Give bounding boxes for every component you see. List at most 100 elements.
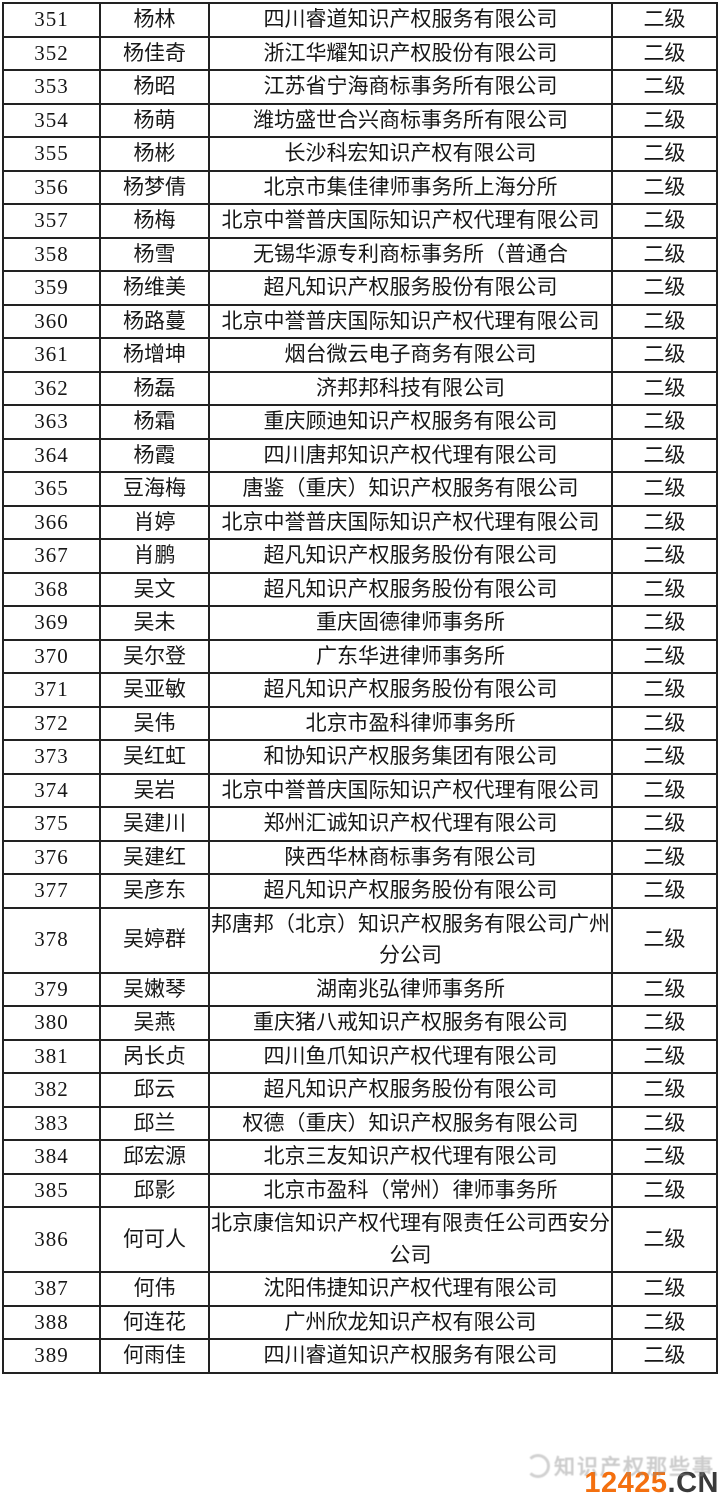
- cell-company: 陕西华林商标事务有限公司: [208, 839, 613, 875]
- cell-name: 吴文: [99, 571, 210, 607]
- watermark-brand: 12425.CN: [526, 1467, 719, 1500]
- cell-level: 二级: [611, 370, 718, 406]
- cell-name: 杨维美: [99, 270, 210, 306]
- cell-level: 二级: [611, 571, 718, 607]
- cell-no: 377: [2, 873, 101, 909]
- cell-no: 387: [2, 1271, 101, 1307]
- cell-company: 济邦邦科技有限公司: [208, 370, 613, 406]
- cell-level: 二级: [611, 2, 718, 38]
- cell-level: 二级: [611, 136, 718, 172]
- cell-name: 邱云: [99, 1072, 210, 1108]
- cell-company: 超凡知识产权服务股份有限公司: [208, 1072, 613, 1108]
- cell-name: 杨萌: [99, 102, 210, 138]
- table-row: 356 杨梦倩 北京市集佳律师事务所上海分所 二级: [2, 169, 718, 205]
- cell-company: 北京市盈科律师事务所: [208, 705, 613, 741]
- cell-level: 二级: [611, 1139, 718, 1175]
- cell-name: 何雨佳: [99, 1338, 210, 1374]
- cell-company: 超凡知识产权服务股份有限公司: [208, 270, 613, 306]
- cell-company: 超凡知识产权服务股份有限公司: [208, 672, 613, 708]
- cell-no: 358: [2, 236, 101, 272]
- table-row: 368 吴文 超凡知识产权服务股份有限公司 二级: [2, 571, 718, 607]
- cell-name: 何连花: [99, 1304, 210, 1340]
- cell-company: 超凡知识产权服务股份有限公司: [208, 571, 613, 607]
- cell-level: 二级: [611, 705, 718, 741]
- table-row: 359 杨维美 超凡知识产权服务股份有限公司 二级: [2, 270, 718, 306]
- cell-company: 重庆猪八戒知识产权服务有限公司: [208, 1005, 613, 1041]
- cell-no: 355: [2, 136, 101, 172]
- cell-no: 360: [2, 303, 101, 339]
- table-body: 351 杨林 四川睿道知识产权服务有限公司 二级 352 杨佳奇 浙江华耀知识产…: [2, 2, 718, 1374]
- cell-company: 北京中誉普庆国际知识产权代理有限公司: [208, 504, 613, 540]
- cell-name: 豆海梅: [99, 471, 210, 507]
- cell-company: 北京市集佳律师事务所上海分所: [208, 169, 613, 205]
- cell-company: 邦唐邦（北京）知识产权服务有限公司广州分公司: [208, 906, 613, 974]
- cell-name: 吴嫩琴: [99, 971, 210, 1007]
- cell-company: 长沙科宏知识产权有限公司: [208, 136, 613, 172]
- cell-company: 权德（重庆）知识产权服务有限公司: [208, 1105, 613, 1141]
- cell-name: 吴亚敏: [99, 672, 210, 708]
- cell-level: 二级: [611, 504, 718, 540]
- cell-name: 肖婷: [99, 504, 210, 540]
- cell-no: 374: [2, 772, 101, 808]
- table-row: 377 吴彦东 超凡知识产权服务股份有限公司 二级: [2, 873, 718, 909]
- cell-level: 二级: [611, 404, 718, 440]
- cell-level: 二级: [611, 839, 718, 875]
- cell-no: 364: [2, 437, 101, 473]
- cell-no: 362: [2, 370, 101, 406]
- cell-name: 何伟: [99, 1271, 210, 1307]
- cell-level: 二级: [611, 1005, 718, 1041]
- table-row: 386 何可人 北京康信知识产权代理有限责任公司西安分公司 二级: [2, 1206, 718, 1273]
- table-row: 355 杨彬 长沙科宏知识产权有限公司 二级: [2, 136, 718, 172]
- cell-level: 二级: [611, 1304, 718, 1340]
- cell-name: 吴未: [99, 605, 210, 641]
- cell-no: 366: [2, 504, 101, 540]
- cell-level: 二级: [611, 638, 718, 674]
- cell-company: 北京康信知识产权代理有限责任公司西安分公司: [208, 1206, 613, 1273]
- cell-level: 二级: [611, 672, 718, 708]
- cell-level: 二级: [611, 806, 718, 842]
- cell-company: 重庆固德律师事务所: [208, 605, 613, 641]
- cell-company: 沈阳伟捷知识产权代理有限公司: [208, 1271, 613, 1307]
- cell-name: 杨雪: [99, 236, 210, 272]
- table-row: 381 呙长贞 四川鱼爪知识产权代理有限公司 二级: [2, 1038, 718, 1074]
- table-row: 372 吴伟 北京市盈科律师事务所 二级: [2, 705, 718, 741]
- cell-company: 烟台微云电子商务有限公司: [208, 337, 613, 373]
- cell-no: 389: [2, 1338, 101, 1374]
- cell-no: 383: [2, 1105, 101, 1141]
- cell-no: 380: [2, 1005, 101, 1041]
- cell-name: 杨佳奇: [99, 35, 210, 71]
- cell-no: 367: [2, 538, 101, 574]
- table-row: 361 杨增坤 烟台微云电子商务有限公司 二级: [2, 337, 718, 373]
- table-row: 385 邱影 北京市盈科（常州）律师事务所 二级: [2, 1172, 718, 1208]
- cell-level: 二级: [611, 169, 718, 205]
- table-row: 362 杨磊 济邦邦科技有限公司 二级: [2, 370, 718, 406]
- cell-no: 388: [2, 1304, 101, 1340]
- cell-level: 二级: [611, 1105, 718, 1141]
- watermark-faint-text: 知识产权那些事: [554, 1456, 715, 1479]
- cell-level: 二级: [611, 906, 718, 974]
- cell-name: 吴尔登: [99, 638, 210, 674]
- table-row: 384 邱宏源 北京三友知识产权代理有限公司 二级: [2, 1139, 718, 1175]
- cell-company: 超凡知识产权服务股份有限公司: [208, 538, 613, 574]
- cell-company: 浙江华耀知识产权股份有限公司: [208, 35, 613, 71]
- cell-name: 杨彬: [99, 136, 210, 172]
- table-row: 378 吴婷群 邦唐邦（北京）知识产权服务有限公司广州分公司 二级: [2, 906, 718, 974]
- cell-no: 376: [2, 839, 101, 875]
- table-row: 358 杨雪 无锡华源专利商标事务所（普通合 二级: [2, 236, 718, 272]
- watermark-logo-icon: [526, 1454, 550, 1478]
- cell-name: 杨霞: [99, 437, 210, 473]
- cell-level: 二级: [611, 1038, 718, 1074]
- cell-company: 广州欣龙知识产权有限公司: [208, 1304, 613, 1340]
- table-row: 351 杨林 四川睿道知识产权服务有限公司 二级: [2, 2, 718, 38]
- cell-no: 372: [2, 705, 101, 741]
- cell-no: 375: [2, 806, 101, 842]
- table-row: 376 吴建红 陕西华林商标事务有限公司 二级: [2, 839, 718, 875]
- table-row: 352 杨佳奇 浙江华耀知识产权股份有限公司 二级: [2, 35, 718, 71]
- table-row: 373 吴红虹 和协知识产权服务集团有限公司 二级: [2, 739, 718, 775]
- cell-no: 353: [2, 69, 101, 105]
- cell-name: 杨昭: [99, 69, 210, 105]
- table-row: 374 吴岩 北京中誉普庆国际知识产权代理有限公司 二级: [2, 772, 718, 808]
- cell-level: 二级: [611, 1338, 718, 1374]
- cell-company: 潍坊盛世合兴商标事务所有限公司: [208, 102, 613, 138]
- cell-level: 二级: [611, 203, 718, 239]
